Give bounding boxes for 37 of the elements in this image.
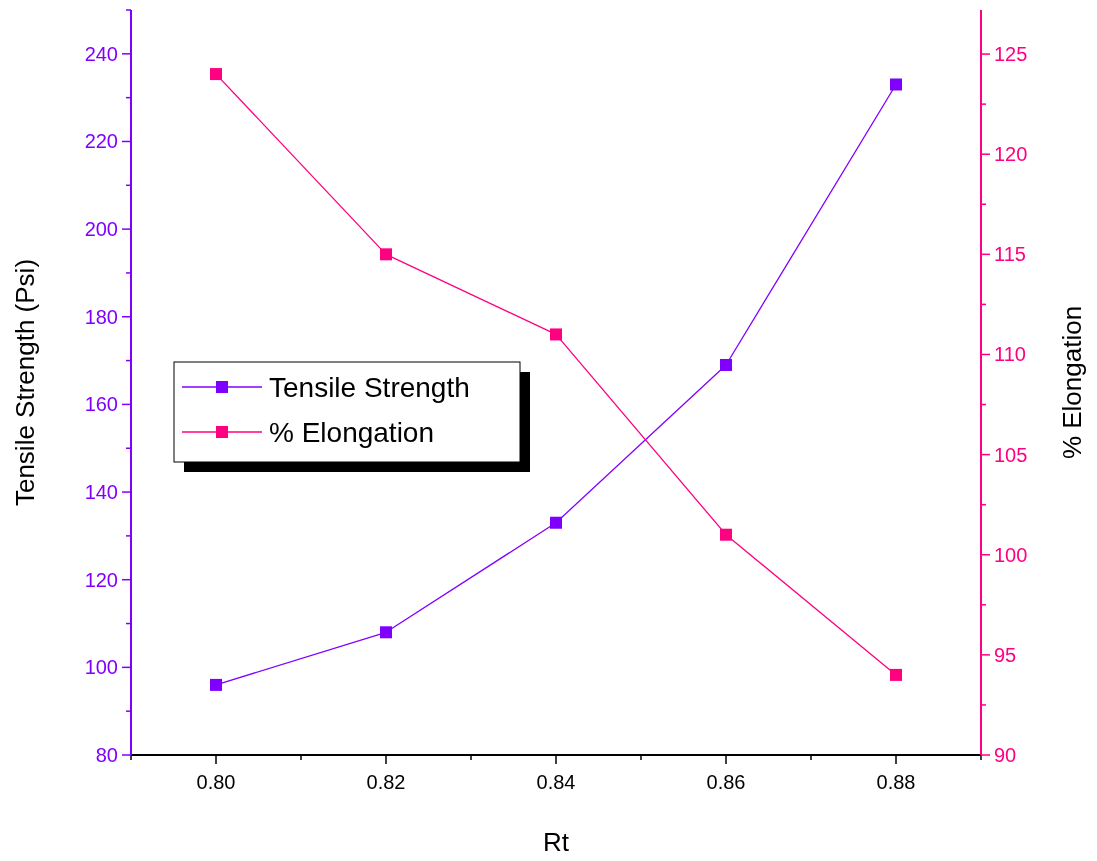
y-tick-label: 80 [95, 744, 118, 766]
y-tick-label: 200 [84, 218, 118, 241]
y-tick-label: 240 [84, 42, 118, 65]
y2-tick-label: 105 [994, 443, 1028, 466]
y-tick-label: 100 [84, 656, 118, 679]
y2-axis-title: % Elongation [1057, 305, 1087, 460]
point [210, 678, 222, 691]
point [380, 248, 392, 261]
point [890, 78, 902, 91]
y-tick-label: 120 [84, 568, 118, 591]
y2-tick-label: 100 [994, 543, 1028, 566]
y-tick-label: 220 [84, 130, 118, 153]
point [720, 528, 732, 541]
x-tick-label: 0.88 [876, 771, 916, 793]
y2-tick-label: 95 [994, 643, 1017, 666]
x-tick-label: 0.82 [366, 771, 406, 793]
point [550, 328, 562, 341]
point [210, 68, 222, 81]
x-axis-title: Rt [543, 827, 570, 857]
y-tick-label: 180 [84, 305, 118, 328]
x-tick-label: 0.84 [536, 771, 576, 793]
y2-tick-label: 120 [994, 143, 1028, 166]
point [890, 668, 902, 681]
legend-label: % Elongation [269, 417, 435, 448]
y-axis-title: Tensile Strength (Psi) [10, 258, 40, 507]
legend-label: Tensile Strength [269, 372, 470, 403]
point [720, 358, 732, 371]
x-tick-label: 0.86 [706, 771, 746, 793]
y2-tick-label: 90 [994, 744, 1017, 766]
y2-tick-label: 125 [994, 43, 1028, 66]
y2-tick-label: 115 [994, 243, 1026, 266]
y2-tick-label: 110 [994, 343, 1026, 366]
y-tick-label: 140 [84, 481, 118, 504]
point [380, 626, 392, 639]
y-tick-label: 160 [84, 393, 118, 416]
point [550, 516, 562, 529]
x-tick-label: 0.80 [196, 771, 236, 793]
